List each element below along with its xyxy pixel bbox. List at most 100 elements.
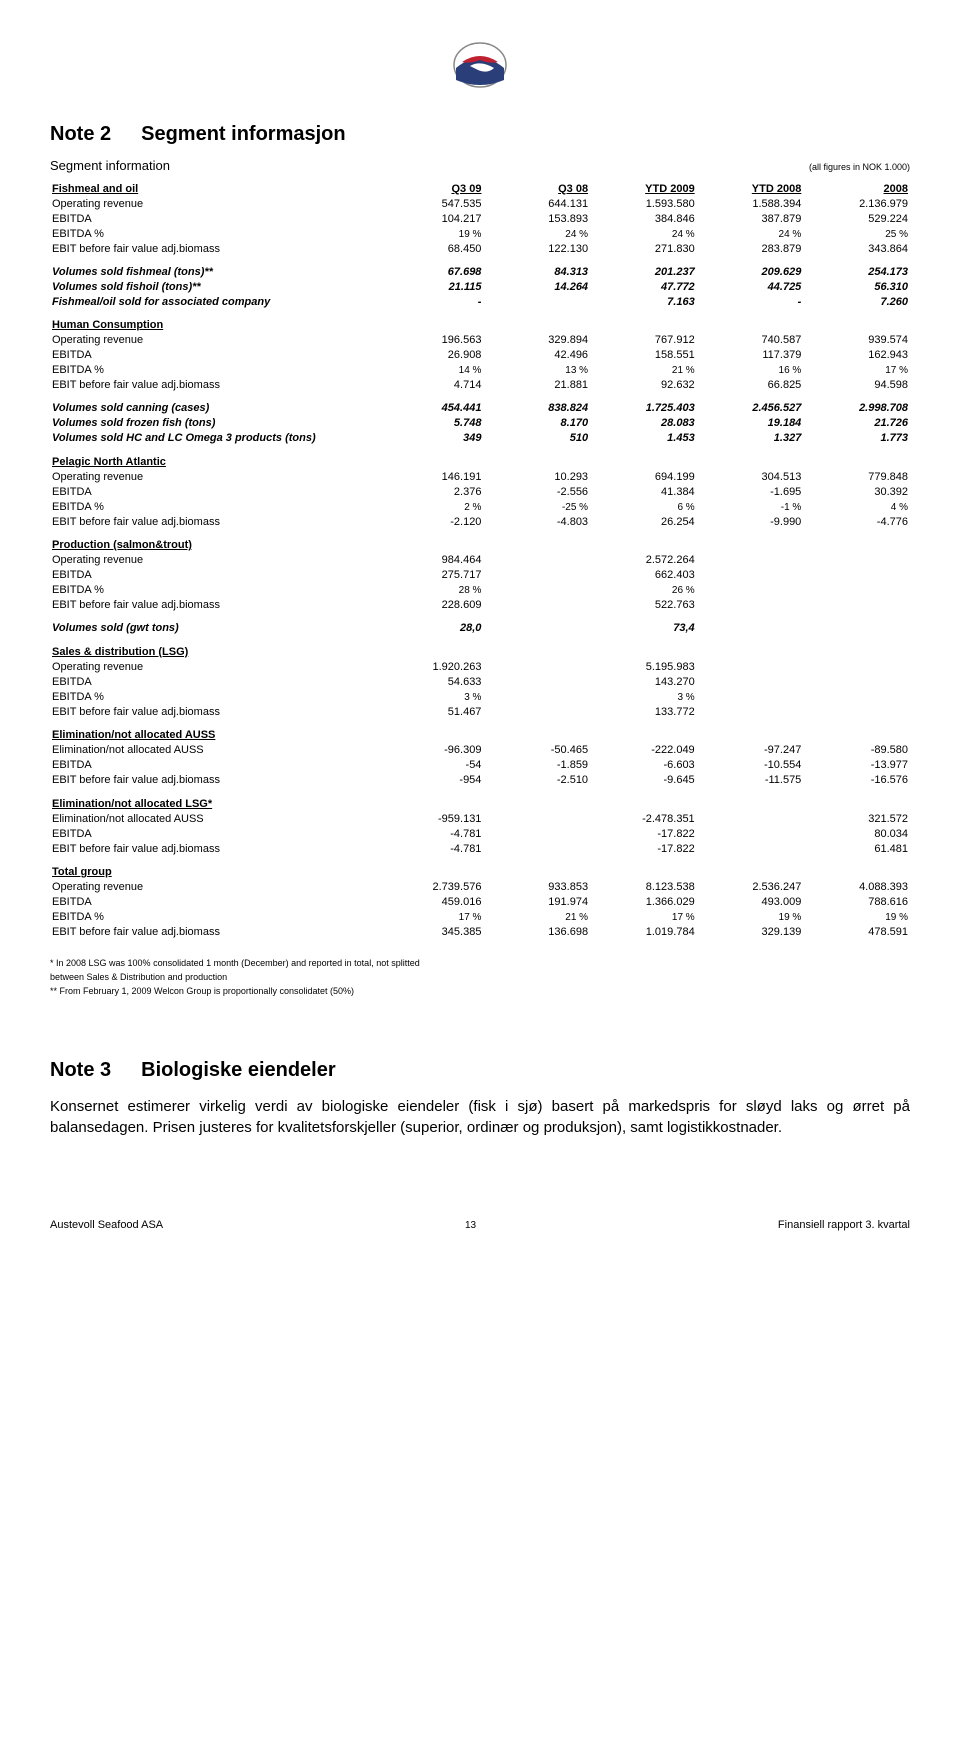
row-value: [590, 256, 697, 264]
row-label: EBIT before fair value adj.biomass: [50, 378, 377, 393]
row-value: 28,0: [377, 621, 484, 636]
row-value: [697, 309, 804, 333]
row-value: -96.309: [377, 743, 484, 758]
row-value: 984.464: [377, 553, 484, 568]
footer-company: Austevoll Seafood ASA: [50, 1219, 163, 1231]
row-value: -9.990: [697, 514, 804, 529]
row-value: 4 %: [803, 499, 910, 514]
row-value: [377, 788, 484, 812]
row-label: Operating revenue: [50, 553, 377, 568]
note2-number: Note 2: [50, 123, 111, 146]
row-value: [483, 598, 590, 613]
row-value: 939.574: [803, 333, 910, 348]
row-value: 84.313: [483, 264, 590, 279]
row-value: [697, 826, 804, 841]
row-value: [483, 856, 590, 880]
row-value: 275.717: [377, 568, 484, 583]
row-value: -954: [377, 773, 484, 788]
row-value: -4.781: [377, 826, 484, 841]
row-value: 6 %: [590, 499, 697, 514]
row-value: [697, 659, 804, 674]
row-value: [483, 841, 590, 856]
row-label: EBITDA: [50, 211, 377, 226]
row-value: 329.894: [483, 333, 590, 348]
row-value: 2.376: [377, 484, 484, 499]
row-value: 493.009: [697, 895, 804, 910]
row-label: EBIT before fair value adj.biomass: [50, 841, 377, 856]
row-value: 1.019.784: [590, 925, 697, 940]
row-value: [803, 659, 910, 674]
row-value: 740.587: [697, 333, 804, 348]
row-value: -50.465: [483, 743, 590, 758]
row-value: 10.293: [483, 469, 590, 484]
row-value: -1.695: [697, 484, 804, 499]
row-value: [697, 583, 804, 598]
row-value: [483, 788, 590, 812]
note2-title: Segment informasjon: [141, 123, 345, 146]
row-value: [377, 309, 484, 333]
footnotes: * In 2008 LSG was 100% consolidated 1 mo…: [50, 956, 910, 999]
row-value: [803, 553, 910, 568]
row-label: EBIT before fair value adj.biomass: [50, 598, 377, 613]
row-label: EBIT before fair value adj.biomass: [50, 773, 377, 788]
row-value: -: [697, 294, 804, 309]
row-value: -: [377, 294, 484, 309]
row-value: [803, 621, 910, 636]
row-value: 146.191: [377, 469, 484, 484]
row-label: EBITDA: [50, 484, 377, 499]
row-label: Pelagic North Atlantic: [50, 446, 377, 470]
row-label: Operating revenue: [50, 196, 377, 211]
row-value: [803, 568, 910, 583]
row-value: [377, 719, 484, 743]
row-value: [483, 446, 590, 470]
segment-table: Fishmeal and oilQ3 09Q3 08YTD 2009YTD 20…: [50, 181, 910, 940]
row-value: 283.879: [697, 241, 804, 256]
row-value: [483, 583, 590, 598]
row-label: Volumes sold fishoil (tons)**: [50, 279, 377, 294]
row-value: [803, 309, 910, 333]
row-label: Volumes sold fishmeal (tons)**: [50, 264, 377, 279]
row-value: 26.254: [590, 514, 697, 529]
row-label: Volumes sold canning (cases): [50, 401, 377, 416]
row-value: [377, 256, 484, 264]
row-label: EBITDA %: [50, 363, 377, 378]
row-label: EBITDA %: [50, 499, 377, 514]
row-label: Elimination/not allocated AUSS: [50, 743, 377, 758]
row-value: 56.310: [803, 279, 910, 294]
row-label: Total group: [50, 856, 377, 880]
figures-unit: (all figures in NOK 1.000): [809, 162, 910, 172]
row-value: [590, 613, 697, 621]
footnote-line: * In 2008 LSG was 100% consolidated 1 mo…: [50, 956, 910, 970]
row-value: [803, 256, 910, 264]
row-value: [803, 583, 910, 598]
row-value: 28.083: [590, 416, 697, 431]
row-label: Human Consumption: [50, 309, 377, 333]
row-value: 24 %: [483, 226, 590, 241]
row-value: -2.510: [483, 773, 590, 788]
row-value: 662.403: [590, 568, 697, 583]
row-value: [590, 393, 697, 401]
row-value: Q3 08: [483, 181, 590, 196]
company-logo: [50, 40, 910, 93]
row-value: -2.120: [377, 514, 484, 529]
row-value: [483, 529, 590, 553]
row-value: 838.824: [483, 401, 590, 416]
row-value: 349: [377, 431, 484, 446]
row-value: 5.195.983: [590, 659, 697, 674]
row-value: [697, 256, 804, 264]
row-value: -1.859: [483, 758, 590, 773]
footnote-line: between Sales & Distribution and product…: [50, 970, 910, 984]
row-value: 3 %: [377, 689, 484, 704]
row-label: EBIT before fair value adj.biomass: [50, 241, 377, 256]
note3-heading: Note 3 Biologiske eiendeler: [50, 1059, 910, 1082]
row-value: 271.830: [590, 241, 697, 256]
row-value: -4.803: [483, 514, 590, 529]
row-value: 73,4: [590, 621, 697, 636]
footer-page-number: 13: [465, 1220, 476, 1231]
row-value: -11.575: [697, 773, 804, 788]
row-value: [803, 598, 910, 613]
row-label: Elimination/not allocated AUSS: [50, 719, 377, 743]
row-value: -2.556: [483, 484, 590, 499]
row-value: 67.698: [377, 264, 484, 279]
row-value: 522.763: [590, 598, 697, 613]
